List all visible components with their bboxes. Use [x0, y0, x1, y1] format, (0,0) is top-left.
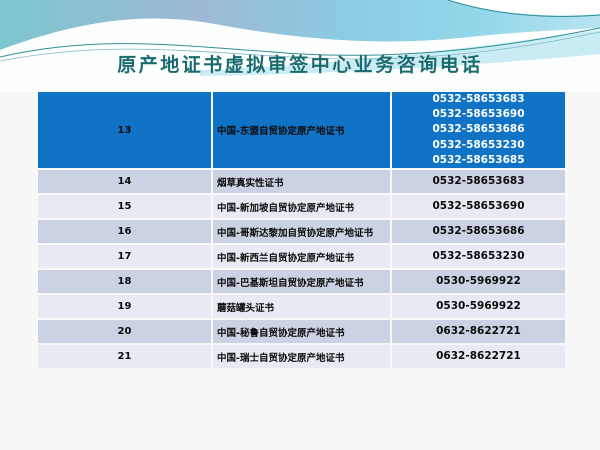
certificate-name-cell: 中国-哥斯达黎加自贸协定原产地证书 — [213, 220, 390, 243]
soft-wave-line — [0, 31, 600, 62]
corner-wave-line — [447, 0, 600, 17]
table-row: 20 中国-秘鲁自贸协定原产地证书 0632-8622721 — [38, 320, 565, 343]
certificate-name-cell: 蘑菇罐头证书 — [213, 295, 390, 318]
table-row: 15 中国-新加坡自贸协定原产地证书 0532-58653690 — [38, 195, 565, 218]
certificate-name-cell: 烟草真实性证书 — [213, 170, 390, 193]
phone-numbers-cell: 0532-58653690 — [392, 195, 565, 218]
corner-wave — [448, 0, 600, 16]
table-row: 19 蘑菇罐头证书 0530-5969922 — [38, 295, 565, 318]
phone-number: 0632-8622721 — [436, 349, 521, 362]
certificate-name-cell: 中国-新西兰自贸协定原产地证书 — [213, 245, 390, 268]
phone-numbers-cell: 0530-5969922 — [392, 270, 565, 293]
phone-number: 0532-58653690 — [432, 108, 525, 121]
table-row: 16 中国-哥斯达黎加自贸协定原产地证书 0532-58653686 — [38, 220, 565, 243]
certificate-name-cell: 中国-瑞士自贸协定原产地证书 — [213, 345, 390, 368]
certificate-name-cell: 中国-秘鲁自贸协定原产地证书 — [213, 320, 390, 343]
phone-numbers-cell: 0532-58653683 — [392, 170, 565, 193]
phone-numbers-cell: 0532-58653686 — [392, 220, 565, 243]
row-number-cell: 14 — [38, 170, 211, 193]
teal-wave-line — [0, 27, 600, 58]
phone-number: 0532-58653230 — [432, 249, 525, 262]
phone-number: 0632-8622721 — [436, 324, 521, 337]
phone-number: 0532-58653683 — [432, 93, 525, 105]
cyan-wave-band — [200, 30, 600, 76]
wave-decoration — [0, 0, 600, 92]
phone-number: 0532-58653683 — [432, 174, 525, 187]
table-row: 17 中国-新西兰自贸协定原产地证书 0532-58653230 — [38, 245, 565, 268]
table-row: 13 中国-东盟自贸协定原产地证书 0532-58653683 0532-586536… — [38, 92, 565, 168]
row-number-cell: 13 — [38, 92, 211, 168]
row-number-cell: 17 — [38, 245, 211, 268]
table-row: 21 中国-瑞士自贸协定原产地证书 0632-8622721 — [38, 345, 565, 368]
certificate-name-cell: 中国-东盟自贸协定原产地证书 — [213, 92, 390, 168]
phone-numbers-cell: 0530-5969922 — [392, 295, 565, 318]
certificate-name-cell: 中国-新加坡自贸协定原产地证书 — [213, 195, 390, 218]
white-wave — [0, 18, 600, 92]
phone-numbers-cell: 0632-8622721 — [392, 345, 565, 368]
phone-number: 0532-58653686 — [432, 123, 525, 136]
phone-numbers-cell: 0632-8622721 — [392, 320, 565, 343]
table-row: 18 中国-巴基斯坦自贸协定原产地证书 0530-5969922 — [38, 270, 565, 293]
phone-number: 0532-58653686 — [432, 224, 525, 237]
phone-table: 13 中国-东盟自贸协定原产地证书 0532-58653683 0532-586536… — [38, 92, 565, 368]
row-number-cell: 16 — [38, 220, 211, 243]
row-number-cell: 15 — [38, 195, 211, 218]
phone-numbers-cell: 0532-58653683 0532-58653690 0532-58653686 0… — [392, 92, 565, 168]
phone-number: 0532-58653690 — [432, 199, 525, 212]
certificate-name-cell: 中国-巴基斯坦自贸协定原产地证书 — [213, 270, 390, 293]
phone-number: 0532-58653230 — [432, 138, 525, 151]
row-number-cell: 19 — [38, 295, 211, 318]
phone-numbers-cell: 0532-58653230 — [392, 245, 565, 268]
table-row: 14 烟草真实性证书 0532-58653683 — [38, 170, 565, 193]
row-number-cell: 20 — [38, 320, 211, 343]
phone-number: 0532-58653685 — [432, 153, 525, 166]
phone-number: 0530-5969922 — [436, 299, 521, 312]
row-number-cell: 18 — [38, 270, 211, 293]
row-number-cell: 21 — [38, 345, 211, 368]
page-title: 原产地证书虚拟审签中心业务咨询电话 — [117, 54, 483, 76]
phone-number: 0530-5969922 — [436, 274, 521, 287]
